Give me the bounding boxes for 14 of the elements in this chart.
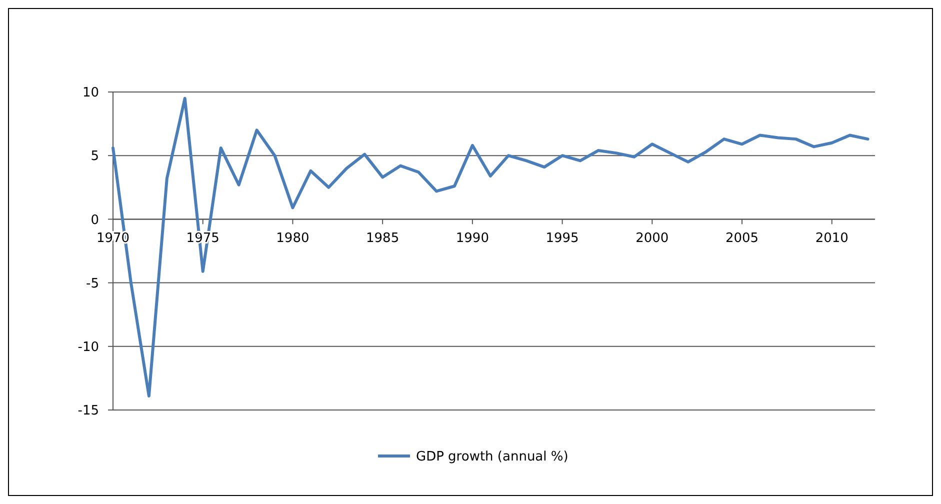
x-tick-label: 1980 bbox=[276, 231, 310, 246]
x-tick-label: 2000 bbox=[636, 231, 669, 246]
y-tick-label: 10 bbox=[82, 86, 99, 101]
y-tick-label: -10 bbox=[78, 340, 99, 355]
legend-label: GDP growth (annual %) bbox=[416, 450, 568, 465]
x-tick-label: 1990 bbox=[456, 231, 489, 246]
y-tick-label: -15 bbox=[78, 404, 99, 419]
x-tick-label: 2010 bbox=[815, 231, 848, 246]
y-tick-label: 5 bbox=[90, 149, 99, 164]
x-tick-label: 2005 bbox=[725, 231, 759, 246]
x-tick-label: 1995 bbox=[546, 231, 579, 246]
y-tick-label: -5 bbox=[86, 276, 99, 292]
y-tick-label: 0 bbox=[90, 212, 99, 228]
x-tick-label: 1985 bbox=[366, 231, 400, 246]
